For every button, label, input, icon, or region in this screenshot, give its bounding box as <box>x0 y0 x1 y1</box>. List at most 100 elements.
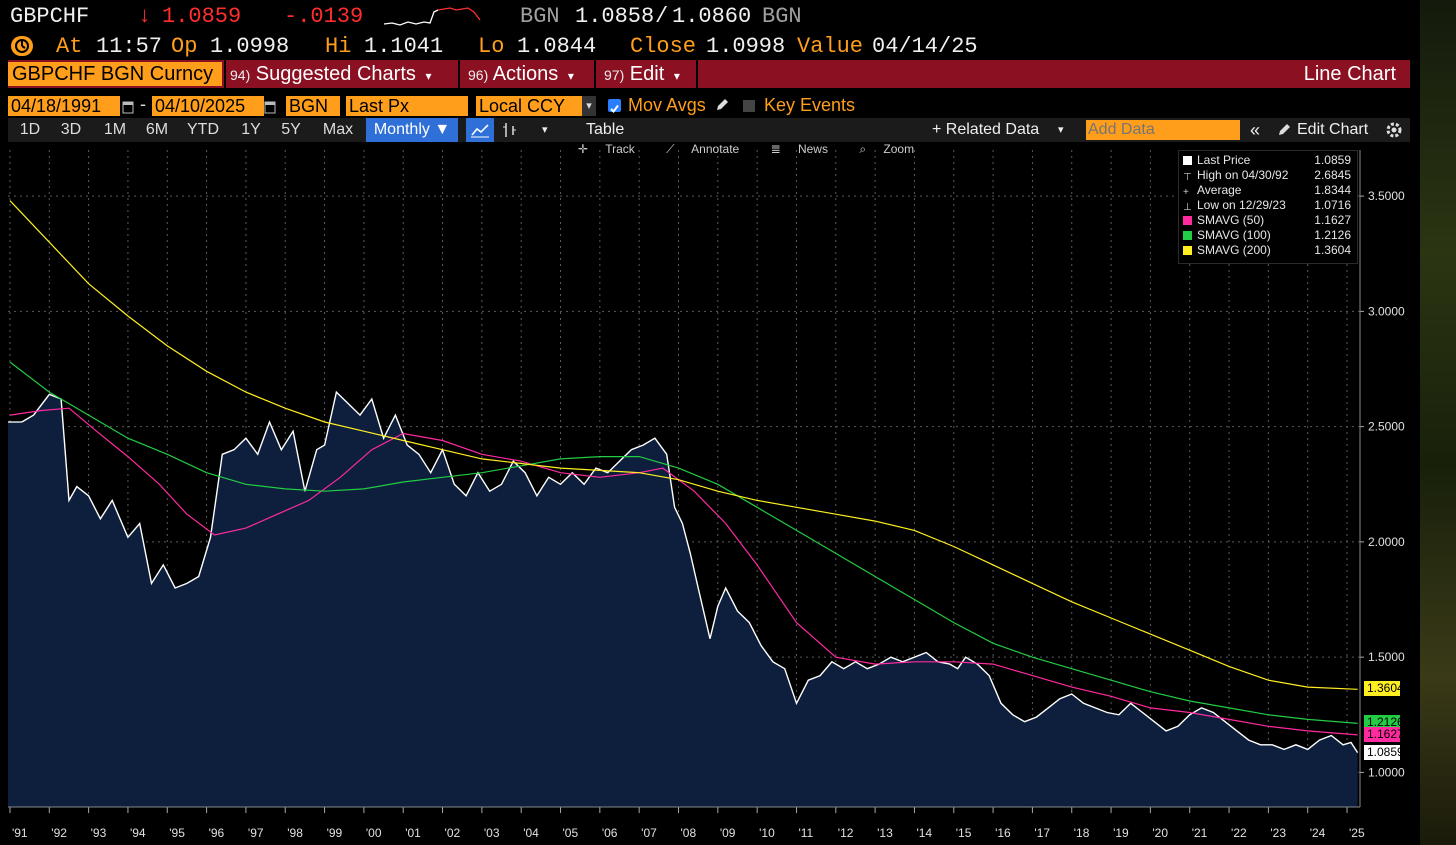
high-value: 1.1041 <box>364 34 444 59</box>
legend-label: Low on 12/29/23 <box>1197 198 1286 212</box>
calendar-icon[interactable] <box>122 98 134 114</box>
period-3d[interactable]: 3D <box>60 121 82 138</box>
period-1y[interactable]: 1Y <box>241 121 261 138</box>
menu-divider <box>224 60 226 88</box>
legend-item-low[interactable]: ⊥ Low on 12/29/23 1.0716 <box>1183 198 1355 213</box>
swatch-icon <box>1183 156 1192 165</box>
chevron-down-icon[interactable]: ▾ <box>542 124 548 136</box>
pricing-source-field[interactable]: BGN <box>286 96 340 116</box>
x-tick-label: '09 <box>720 826 736 840</box>
legend-item-average[interactable]: + Average 1.8344 <box>1183 183 1355 198</box>
x-tick-label: '12 <box>838 826 854 840</box>
legend-item-last-price[interactable]: Last Price 1.0859 <box>1183 153 1355 168</box>
x-tick-label: '97 <box>248 826 264 840</box>
crosshair-icon: ✛ <box>578 142 589 156</box>
period-5y[interactable]: 5Y <box>281 121 301 138</box>
legend-item-smavg-50[interactable]: SMAVG (50) 1.1627 <box>1183 213 1355 228</box>
legend-value: 2.6845 <box>1314 168 1351 182</box>
x-tick-label: '03 <box>484 826 500 840</box>
y-tick-label: 1.0000 <box>1368 765 1405 779</box>
x-tick-label: '95 <box>169 826 185 840</box>
price-tag: 1.1627 <box>1364 726 1404 742</box>
end-date-field[interactable]: 04/10/2025 <box>152 96 264 116</box>
chart-series <box>8 200 1359 807</box>
legend-item-smavg-200[interactable]: SMAVG (200) 1.3604 <box>1183 243 1355 258</box>
swatch-icon <box>1183 216 1192 225</box>
actions-menu[interactable]: 96) Actions ▾ <box>468 60 574 88</box>
suggested-charts-menu[interactable]: 94) Suggested Charts ▾ <box>230 60 432 88</box>
x-tick-label: '99 <box>327 826 343 840</box>
table-button[interactable]: Table <box>586 121 625 138</box>
settings-bar: 04/18/1991 - 04/10/2025 BGN Last Px Loca… <box>8 94 1410 118</box>
chart-legend: Last Price 1.0859 ⊤ High on 04/30/92 2.6845… <box>1178 150 1358 264</box>
x-tick-label: '00 <box>366 826 382 840</box>
pencil-icon[interactable] <box>714 97 730 118</box>
x-tick-label: '20 <box>1152 826 1168 840</box>
x-tick-label: '10 <box>759 826 775 840</box>
quote-source: BGN <box>520 4 560 29</box>
legend-label: High on 04/30/92 <box>1197 168 1289 182</box>
gear-icon[interactable] <box>1384 120 1404 145</box>
y-axis: 3.5000 3.0000 2.5000 2.0000 1.5000 1.0000 <box>1359 150 1405 807</box>
legend-value: 1.1627 <box>1314 213 1351 227</box>
chevron-down-icon[interactable]: ▾ <box>582 96 596 116</box>
price-field-select[interactable]: Last Px <box>346 96 468 116</box>
y-tick-label: 2.5000 <box>1368 420 1405 434</box>
edit-chart-button[interactable]: Edit Chart <box>1297 121 1369 138</box>
y-tick-label: 1.5000 <box>1368 650 1405 664</box>
x-tick-label: '13 <box>877 826 893 840</box>
close-value: 1.0998 <box>706 34 786 59</box>
zoom-tool[interactable]: ⌕ Zoom <box>859 142 928 156</box>
currency-select[interactable]: Local CCY <box>476 96 582 116</box>
legend-item-high[interactable]: ⊤ High on 04/30/92 2.6845 <box>1183 168 1355 183</box>
x-tick-label: '08 <box>680 826 696 840</box>
value-label: Value <box>797 34 864 59</box>
x-tick-label: '24 <box>1310 826 1326 840</box>
legend-label: SMAVG (100) <box>1197 228 1271 242</box>
period-1m[interactable]: 1M <box>103 121 127 138</box>
x-tick-label: '02 <box>445 826 461 840</box>
y-tick-label: 2.0000 <box>1368 535 1405 549</box>
x-tick-label: '16 <box>995 826 1011 840</box>
key-events-checkbox[interactable] <box>743 100 755 112</box>
at-label: At <box>56 34 83 59</box>
mov-avgs-checkbox[interactable] <box>608 99 621 114</box>
chevron-down-icon: ▾ <box>425 69 432 83</box>
legend-value: 1.3604 <box>1314 243 1351 257</box>
date-range-dash: - <box>140 94 146 114</box>
frequency-select[interactable]: Monthly ▼ <box>366 118 458 142</box>
legend-item-smavg-100[interactable]: SMAVG (100) 1.2126 <box>1183 228 1355 243</box>
security-field[interactable]: GBPCHF BGN Curncy <box>8 62 222 86</box>
clock-icon[interactable] <box>10 35 50 57</box>
track-tool[interactable]: ✛ Track <box>578 142 649 156</box>
x-tick-label: '05 <box>563 826 579 840</box>
news-tool[interactable]: ≣ News <box>771 142 842 156</box>
chevron-down-icon: ▾ <box>567 69 574 83</box>
bar-chart-icon[interactable] <box>500 118 520 142</box>
line-chart-icon[interactable] <box>466 118 494 142</box>
legend-value: 1.8344 <box>1314 183 1351 197</box>
period-1d[interactable]: 1D <box>19 121 41 138</box>
x-tick-label: '17 <box>1034 826 1050 840</box>
low-marker-icon: ⊥ <box>1183 202 1192 213</box>
add-data-input[interactable] <box>1086 120 1240 140</box>
x-tick-label: '19 <box>1113 826 1129 840</box>
period-max[interactable]: Max <box>322 121 354 138</box>
related-data-button[interactable]: + Related Data <box>932 121 1040 138</box>
chevron-down-icon[interactable]: ▾ <box>1058 124 1064 136</box>
chart-type-label[interactable]: Line Chart <box>1303 63 1396 85</box>
period-6m[interactable]: 6M <box>145 121 169 138</box>
annotate-icon: ⟋ <box>666 142 675 156</box>
actions-number: 96) <box>468 67 489 83</box>
legend-value: 1.2126 <box>1314 228 1351 242</box>
annotate-tool[interactable]: ⟋ Annotate <box>666 142 753 156</box>
news-label: News <box>797 142 828 156</box>
start-date-field[interactable]: 04/18/1991 <box>8 96 120 116</box>
period-ytd[interactable]: YTD <box>187 121 219 138</box>
collapse-icon[interactable]: « <box>1250 120 1261 140</box>
pencil-icon[interactable] <box>1276 122 1292 143</box>
low-value: 1.0844 <box>517 34 597 59</box>
edit-menu[interactable]: 97) Edit ▾ <box>604 60 680 88</box>
calendar-icon[interactable] <box>264 98 276 114</box>
news-icon: ≣ <box>770 142 781 156</box>
